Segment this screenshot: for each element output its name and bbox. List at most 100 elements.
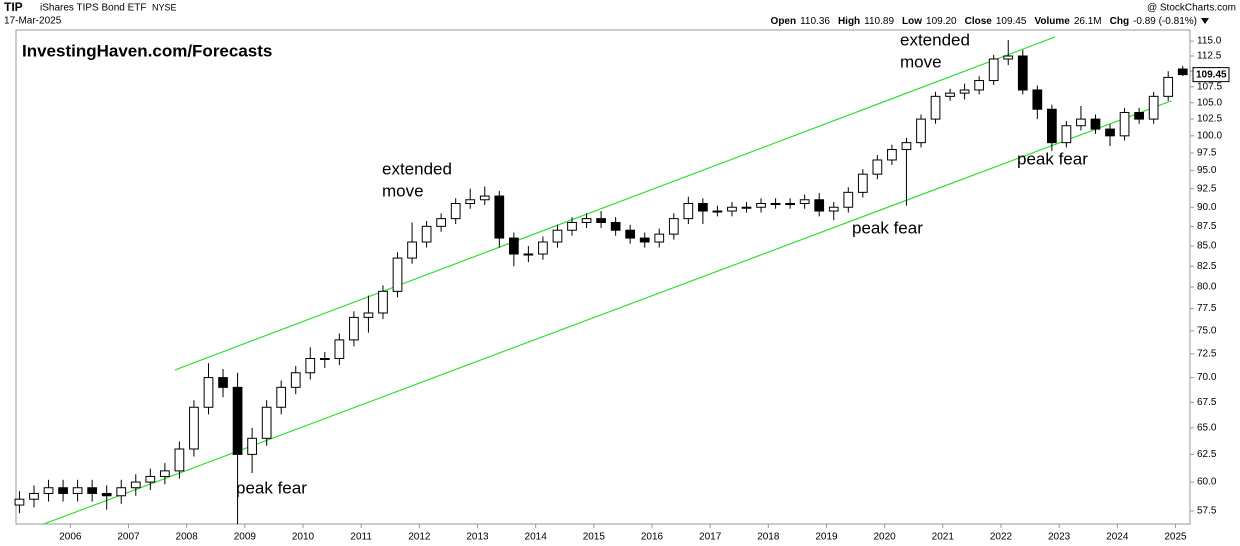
candle-body [872, 159, 883, 175]
y-tick-label: 80.0 [1197, 282, 1217, 293]
candle-body [770, 202, 781, 205]
annotation: InvestingHaven.com/Forecasts [22, 41, 272, 60]
quote-line: Open 110.36 High 110.89 Low 109.20 Close 109.45… [771, 16, 1197, 27]
quote-value: 26.1M [1074, 16, 1102, 27]
candle-body [799, 199, 810, 204]
candle-body [363, 312, 374, 318]
y-tick-label: 85.0 [1197, 241, 1217, 252]
candle-body [988, 58, 999, 82]
candle-body [828, 206, 839, 212]
candle-body [58, 487, 68, 494]
candle-body [581, 218, 592, 223]
trendlines [42, 36, 1172, 524]
annotation: peak fear [852, 218, 923, 237]
candle-body [901, 142, 912, 151]
candle-body [290, 372, 301, 388]
x-tick-label: 2017 [699, 532, 722, 543]
candle-body [160, 470, 170, 477]
price-tag: 109.45 [1196, 69, 1227, 80]
x-tick-label: 2007 [117, 532, 140, 543]
x-tick-label: 2020 [874, 532, 897, 543]
candle-body [1003, 55, 1014, 60]
candle-body [1046, 108, 1057, 144]
y-tick-label: 62.5 [1197, 449, 1217, 460]
candle-body [218, 377, 228, 388]
candle-body [203, 377, 214, 408]
exchange: NYSE [152, 2, 177, 12]
candle-body [101, 492, 112, 497]
candle-body [189, 406, 199, 450]
candle-body [378, 290, 388, 314]
x-tick-label: 2006 [59, 532, 82, 543]
candle-body [1076, 118, 1086, 127]
candle-body [130, 481, 141, 489]
y-tick-label: 72.5 [1197, 348, 1217, 359]
candle-body [916, 118, 926, 144]
candle-body [785, 202, 795, 205]
candle-body [305, 357, 316, 374]
quote-label: Chg [1110, 16, 1129, 27]
candle-body [1032, 89, 1043, 110]
candle-body [843, 191, 854, 208]
candle-body [261, 406, 272, 439]
candle-body [349, 316, 359, 341]
candle-body [1134, 112, 1144, 120]
candle-body [145, 475, 156, 483]
candle-body [407, 241, 417, 259]
annotations: InvestingHaven.com/Forecasts extended move… [22, 30, 1088, 497]
candle-body [87, 487, 98, 494]
annotation: extended [900, 30, 970, 49]
candle-body [174, 448, 185, 472]
candle-body [567, 221, 577, 231]
y-tick-label: 75.0 [1197, 325, 1217, 336]
x-tick-label: 2018 [757, 532, 780, 543]
y-tick-label: 60.0 [1197, 477, 1217, 488]
candle-body [596, 218, 606, 223]
y-tick-label: 57.5 [1197, 506, 1217, 517]
down-arrow-icon [1201, 18, 1209, 24]
trendline [174, 36, 1056, 371]
candle-body [857, 173, 868, 193]
credit: @ StockCharts.com [1147, 3, 1236, 14]
candle-body [639, 237, 650, 243]
candle-body [887, 149, 897, 161]
candles [14, 39, 1188, 524]
y-tick-label: 65.0 [1197, 422, 1217, 433]
x-tick-label: 2009 [234, 532, 257, 543]
y-tick-label: 115.0 [1197, 36, 1222, 47]
annotation: peak fear [1017, 149, 1088, 168]
y-tick-label: 92.5 [1197, 183, 1217, 194]
candle-body [247, 437, 257, 455]
candle-body [974, 80, 985, 91]
quote-label: High [838, 16, 860, 27]
candle-body [930, 95, 941, 120]
annotation: move [382, 181, 424, 200]
y-tick-label: 100.0 [1197, 130, 1222, 141]
symbol: TIP [4, 0, 23, 14]
candle-body [683, 202, 694, 220]
candle-body [538, 241, 548, 255]
x-tick-label: 2025 [1164, 532, 1187, 543]
quote-value: 109.20 [926, 16, 957, 27]
y-tick-label: 67.5 [1197, 397, 1217, 408]
axes: 57.5 60.0 62.5 65.0 67.5 70.0 72.5 75.0 77.5 80.0… [59, 36, 1230, 543]
x-tick-label: 2022 [990, 532, 1013, 543]
annotation: peak fear [236, 478, 307, 497]
candle-body [421, 225, 432, 243]
security-name: iShares TIPS Bond ETF [40, 3, 147, 14]
candle-body [479, 195, 490, 201]
x-tick-label: 2021 [932, 532, 955, 543]
x-tick-label: 2019 [815, 532, 838, 543]
y-tick-label: 102.5 [1197, 114, 1222, 125]
candle-body [756, 202, 766, 208]
y-tick-label: 97.5 [1197, 148, 1217, 159]
candle-body [14, 498, 25, 506]
date: 17-Mar-2025 [4, 16, 62, 27]
candle-body [523, 253, 534, 256]
candle-body [1017, 55, 1028, 91]
y-tick-label: 87.5 [1197, 221, 1217, 232]
candle-body [1061, 125, 1072, 144]
candle-body [334, 339, 345, 359]
x-tick-label: 2023 [1048, 532, 1071, 543]
